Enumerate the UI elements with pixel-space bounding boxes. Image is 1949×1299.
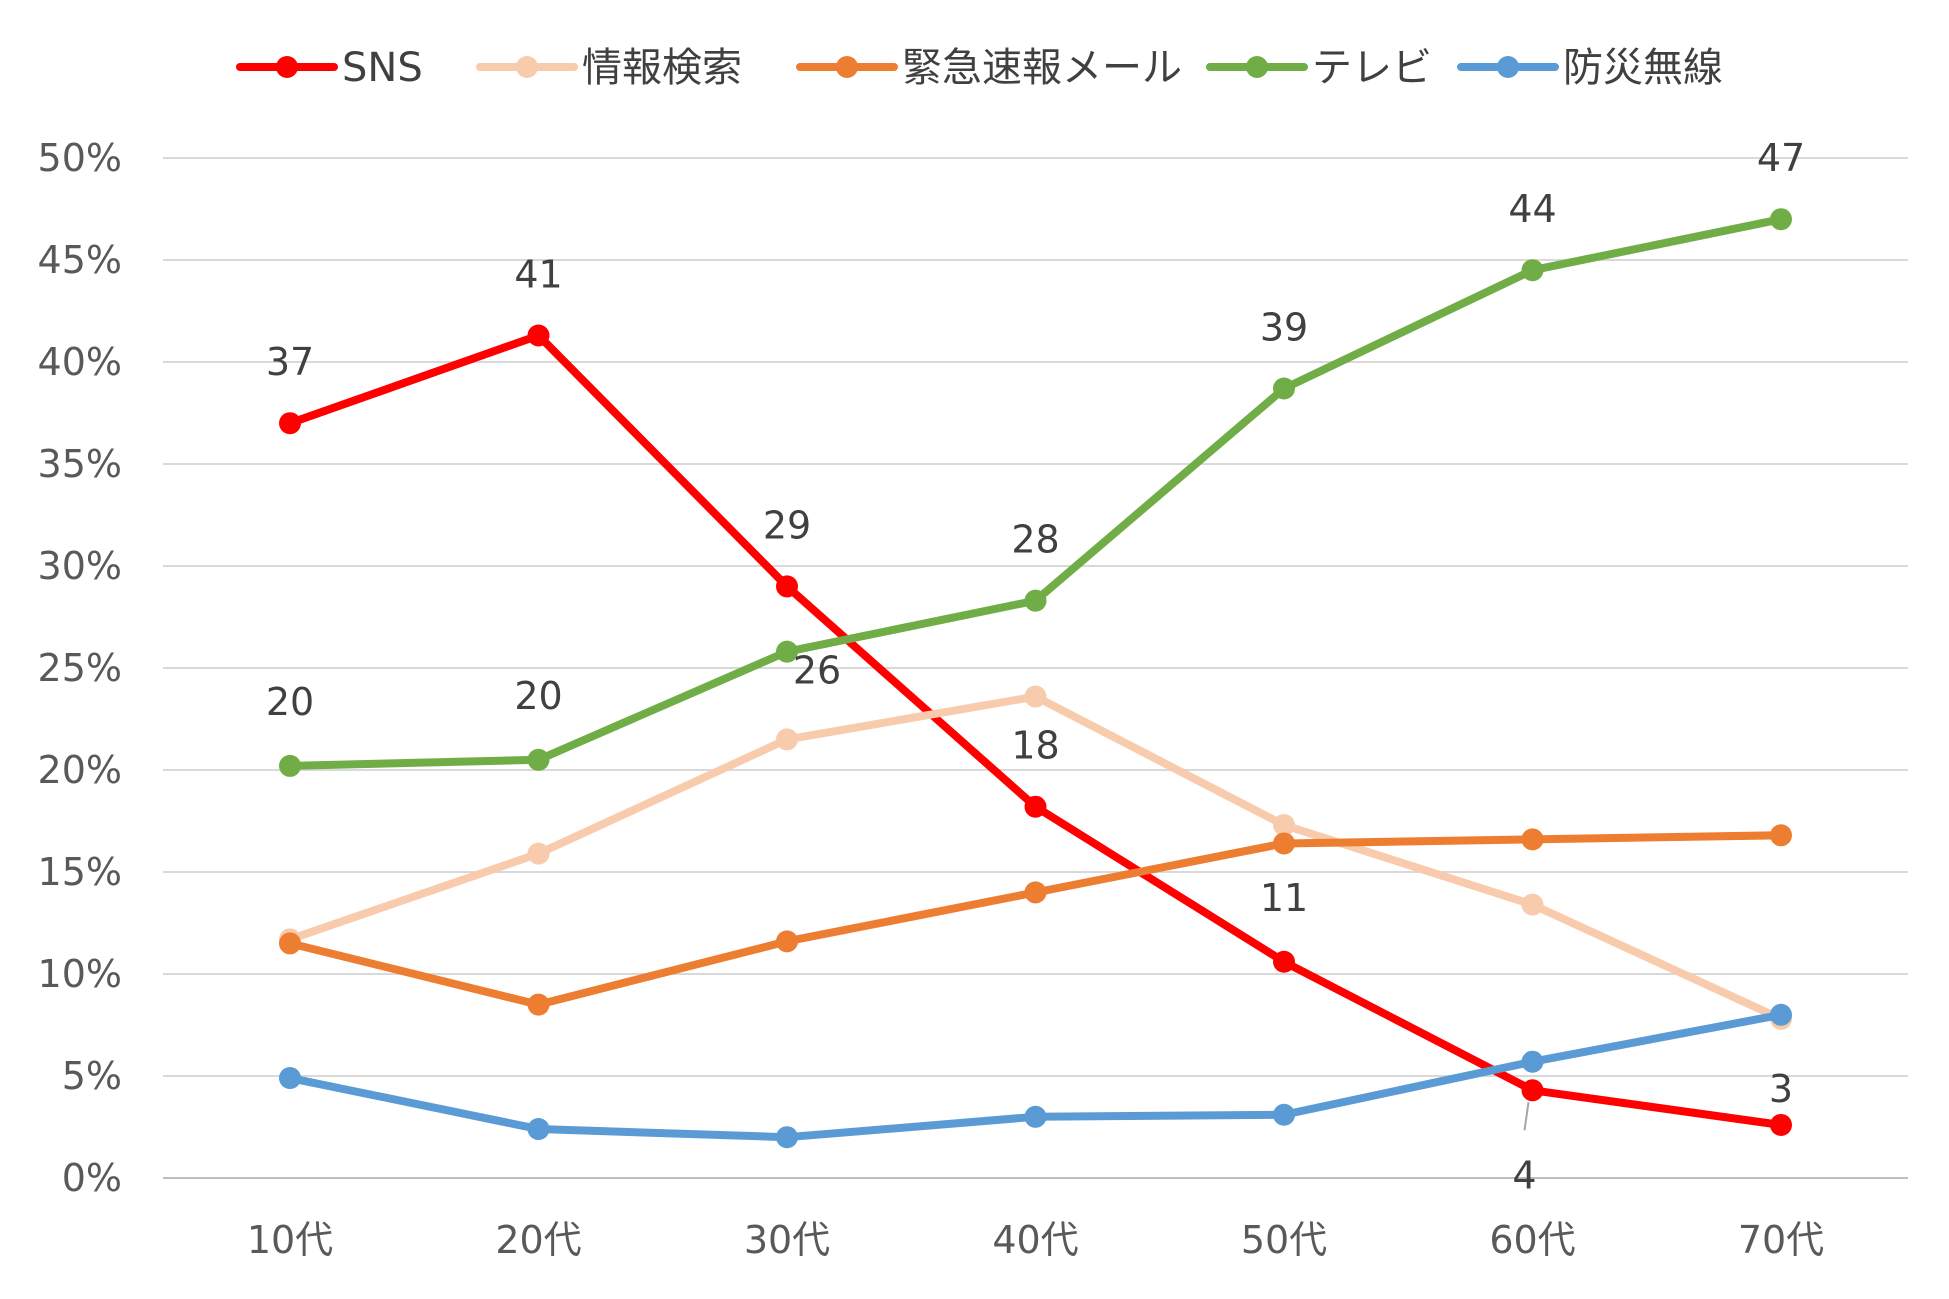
legend-label: 緊急速報メール	[902, 45, 1182, 91]
series-0	[279, 324, 1792, 1136]
data-point	[279, 932, 301, 955]
legend-swatch-marker	[516, 56, 538, 78]
data-point	[527, 993, 550, 1016]
data-label: 3	[1769, 1067, 1793, 1111]
legend-item-1: 情報検索	[476, 45, 742, 91]
y-tick-label: 35%	[38, 442, 122, 486]
data-point	[1024, 1105, 1047, 1128]
data-point	[1273, 1103, 1295, 1126]
y-tick-label: 15%	[38, 850, 122, 894]
data-point	[1024, 685, 1047, 708]
data-point	[1521, 1079, 1544, 1102]
data-label: 20	[266, 680, 314, 724]
data-point	[279, 1067, 301, 1090]
data-point	[1024, 881, 1047, 904]
y-tick-label: 40%	[38, 340, 122, 384]
data-point	[1521, 828, 1544, 851]
series-3	[279, 208, 1792, 777]
data-point	[1521, 1050, 1544, 1073]
data-point	[1770, 824, 1792, 847]
data-point	[776, 575, 798, 598]
data-point	[1273, 814, 1295, 837]
data-label: 18	[1011, 724, 1059, 768]
legend-swatch-marker	[276, 56, 298, 78]
y-tick-label: 0%	[62, 1156, 122, 1200]
data-point	[1770, 1003, 1792, 1026]
data-point	[279, 412, 301, 435]
y-tick-label: 30%	[38, 544, 122, 588]
data-label: 44	[1508, 187, 1556, 231]
data-label: 39	[1260, 306, 1308, 350]
data-point	[279, 754, 301, 777]
series-4	[279, 1003, 1792, 1149]
gridlines	[163, 157, 1908, 1179]
leader-line	[1523, 1102, 1530, 1131]
data-label: 11	[1260, 876, 1308, 920]
legend-item-0: SNS	[236, 45, 423, 91]
legend-label: 情報検索	[582, 45, 742, 91]
data-point	[1273, 377, 1295, 400]
x-axis-ticks: 10代 20代 30代 40代 50代 60代 70代	[247, 1218, 1824, 1262]
data-label: 26	[793, 649, 841, 693]
data-label: 4	[1512, 1153, 1536, 1197]
legend-swatch-marker	[1497, 56, 1519, 78]
data-point	[1024, 589, 1047, 612]
data-label: 37	[266, 340, 314, 384]
legend-label: 防災無線	[1563, 45, 1723, 91]
data-labels: 37 41 29 18 11 4 3 20 20 26 28 39 44 47	[266, 136, 1805, 1197]
y-tick-label: 50%	[38, 136, 122, 180]
data-point	[776, 728, 798, 751]
y-tick-label: 20%	[38, 748, 122, 792]
legend-swatch-marker	[836, 56, 858, 78]
series-layer	[279, 208, 1792, 1149]
data-point	[776, 1126, 798, 1149]
x-tick-label: 20代	[495, 1218, 581, 1262]
x-tick-label: 60代	[1489, 1218, 1575, 1262]
data-label: 29	[763, 503, 811, 547]
x-tick-label: 10代	[247, 1218, 333, 1262]
data-point	[1770, 208, 1792, 231]
data-point	[1521, 259, 1544, 282]
legend-label: テレビ	[1312, 45, 1432, 91]
legend-item-2: 緊急速報メール	[796, 45, 1182, 91]
x-tick-label: 40代	[992, 1218, 1078, 1262]
data-point	[1273, 832, 1295, 855]
data-point	[1273, 950, 1295, 973]
data-point	[527, 1118, 550, 1141]
data-point	[776, 640, 798, 663]
data-label: 20	[514, 674, 562, 718]
data-label: 47	[1757, 136, 1805, 180]
y-tick-label: 10%	[38, 952, 122, 996]
y-axis-ticks: 0% 5% 10% 15% 20% 25% 30% 35% 40% 45% 50%	[38, 136, 122, 1200]
data-label: 28	[1011, 518, 1059, 562]
x-tick-label: 30代	[744, 1218, 830, 1262]
data-point	[1024, 795, 1047, 818]
legend-item-3: テレビ	[1206, 45, 1432, 91]
data-label: 41	[514, 252, 562, 296]
legend-label: SNS	[342, 45, 423, 91]
legend-swatch-marker	[1246, 56, 1268, 78]
legend: SNS 情報検索 緊急速報メール テレビ 防災無線	[236, 45, 1723, 91]
x-tick-label: 70代	[1738, 1218, 1824, 1262]
data-point	[527, 842, 550, 865]
data-point	[1770, 1113, 1792, 1136]
data-point	[776, 930, 798, 953]
data-point	[527, 748, 550, 771]
x-tick-label: 50代	[1241, 1218, 1327, 1262]
y-tick-label: 25%	[38, 646, 122, 690]
legend-item-4: 防災無線	[1457, 45, 1723, 91]
series-2	[279, 824, 1792, 1016]
y-tick-label: 5%	[62, 1054, 122, 1098]
data-point	[527, 324, 550, 347]
y-tick-label: 45%	[38, 238, 122, 282]
data-point	[1521, 893, 1544, 916]
